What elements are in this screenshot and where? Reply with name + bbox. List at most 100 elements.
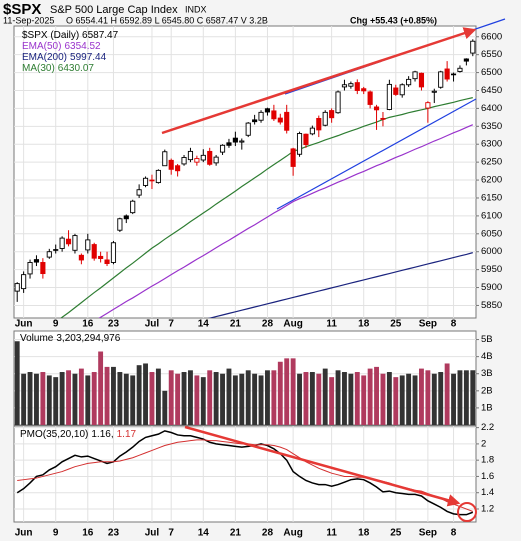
candle-body: [194, 158, 200, 163]
candle-body: [309, 127, 315, 135]
y-tick-label: 4B: [481, 351, 493, 362]
candle-body: [303, 133, 309, 146]
x-tick-label: 9: [53, 528, 59, 539]
x-tick-label: 16: [82, 319, 94, 330]
panel: [13, 330, 477, 426]
volume-bar: [316, 373, 322, 425]
x-tick-label: 28: [262, 528, 274, 539]
x-tick-label: 21: [230, 319, 242, 330]
candle-body: [264, 108, 271, 113]
x-tick-label: 18: [358, 528, 370, 539]
quote: O 6554.41 H 6592.89 L 6545.80 C 6587.47 …: [66, 15, 268, 25]
y-tick-label: 1.8: [481, 455, 494, 466]
y-tick-label: 3B: [481, 368, 493, 379]
plot-area: [14, 339, 476, 425]
candle-body: [258, 111, 264, 121]
volume-bar: [303, 372, 309, 425]
volume-bar: [98, 351, 104, 425]
candle-body: [406, 78, 412, 86]
volume-bar: [117, 372, 123, 425]
legend-value: 3,203,294,976: [56, 333, 120, 344]
change: Chg +55.43 (+0.85%): [350, 15, 437, 25]
volume-bar: [149, 372, 155, 425]
candle-body: [425, 102, 431, 109]
candle-body: [175, 165, 181, 172]
y-tick-label: 6200: [481, 175, 502, 186]
candle-body: [463, 58, 469, 62]
x-tick-label: 7: [168, 319, 174, 330]
y-tick-label: 5900: [481, 282, 502, 293]
candle-body: [21, 274, 27, 290]
volume-bar: [213, 372, 219, 425]
x-tick-label: 25: [390, 319, 402, 330]
y-tick-label: 6500: [481, 67, 502, 78]
x-tick-label: 21: [230, 528, 242, 539]
overlay-line: [98, 124, 474, 318]
volume-bar: [78, 368, 84, 425]
candle-body: [438, 71, 444, 88]
x-tick-label: 23: [108, 528, 120, 539]
annotations: [161, 18, 506, 522]
volume-bar: [419, 368, 424, 425]
legend-entry: MA(30) 6430.07: [22, 63, 94, 74]
pmo-line: [16, 430, 474, 516]
legend-value: 6430.07: [58, 63, 95, 74]
legend-entry: EMA(50) 6354.52: [22, 41, 101, 52]
x-tick-label: 14: [198, 319, 210, 330]
volume-bar: [239, 373, 245, 425]
x-tick-label: 11: [326, 319, 337, 330]
candle-body: [232, 137, 238, 143]
x-tick-label: 14: [198, 528, 210, 539]
candle-body: [104, 259, 110, 264]
candle-body: [354, 82, 360, 91]
legend-entry: EMA(200) 5997.44: [22, 52, 107, 63]
y-tick-label: 6300: [481, 139, 502, 150]
volume-bar: [329, 377, 335, 425]
candle-body: [123, 215, 129, 220]
volume-bar: [444, 363, 450, 425]
candle-body: [207, 150, 213, 165]
candle-body: [239, 140, 245, 143]
x-tick-label: Aug: [283, 319, 302, 330]
volume-bar: [374, 366, 379, 425]
legend-value: 1.16,: [91, 429, 113, 440]
candle-body: [431, 90, 437, 93]
candle-body: [53, 249, 59, 251]
volume-bar: [438, 372, 444, 425]
candle-body: [399, 84, 405, 96]
volume-bar: [342, 372, 347, 425]
candle-body: [418, 72, 425, 88]
volume-bar: [284, 358, 290, 425]
candle-body: [213, 156, 219, 164]
x-tick-label: Aug: [283, 528, 302, 539]
y-tick-label: 6150: [481, 192, 502, 203]
candle-body: [470, 40, 476, 54]
volume-bar: [297, 373, 302, 425]
candle-body: [110, 242, 117, 263]
overlay-line: [207, 252, 473, 318]
volume-bar: [168, 370, 174, 425]
candle-body: [271, 110, 277, 120]
volume-bar: [66, 370, 71, 425]
candle-body: [380, 117, 386, 120]
y-tick-label: 5B: [481, 334, 493, 345]
volume-bar: [194, 375, 200, 425]
candle-body: [316, 117, 322, 131]
legend-value: 5997.44: [70, 52, 107, 63]
x-tick-label: 23: [108, 319, 120, 330]
volume-bar: [27, 372, 33, 425]
candle-body: [444, 68, 450, 80]
candle-body: [457, 67, 463, 72]
y-tick-label: 2B: [481, 385, 493, 396]
legend-name: EMA(50): [22, 41, 61, 52]
legend-text: $SPX (Daily) 6587.47: [22, 30, 119, 41]
x-tick-label: 16: [82, 528, 94, 539]
x-tick-label: Jun: [15, 319, 33, 330]
candle-body: [155, 169, 161, 184]
volume-bar: [322, 368, 328, 425]
volume-bar: [143, 363, 148, 425]
volume-bar: [457, 370, 463, 425]
candle-body: [168, 159, 174, 170]
y-tick-label: 6450: [481, 85, 502, 96]
